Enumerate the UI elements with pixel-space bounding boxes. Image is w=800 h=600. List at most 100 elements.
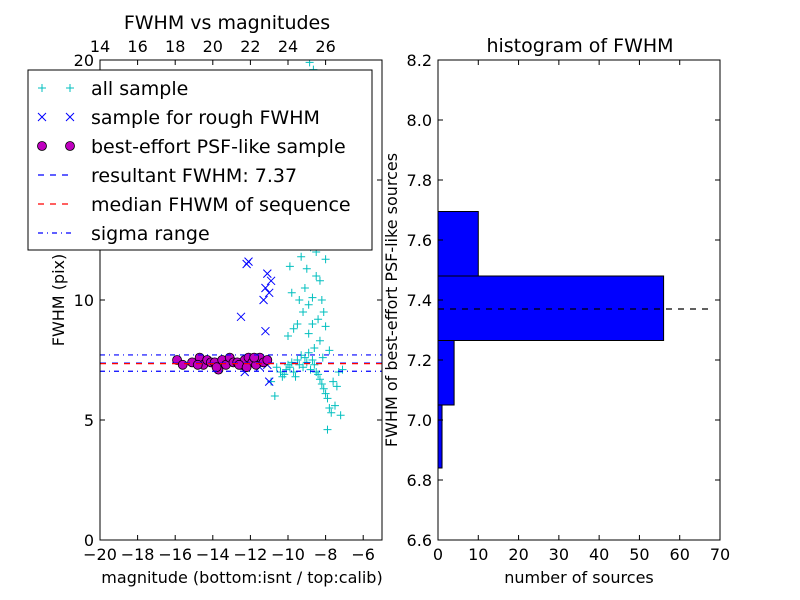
legend: all sample sample for rough FWHM best-effo… [27,69,373,251]
series-0-point-35 [329,377,338,386]
series-0-point-43 [308,293,317,302]
top-tick-label-4: 22 [240,37,260,56]
series-0-point-27 [321,389,330,398]
legend-entry-2: best-effort PSF-like sample [37,136,346,158]
series-0-point-23 [314,370,323,379]
hist-x-tick-label-3: 30 [549,545,569,564]
series-0-point-50 [321,255,330,264]
series-0-point-30 [327,408,336,417]
series-0-point-9 [287,358,296,367]
y-tick-label-0: 0 [84,531,94,550]
legend-label-0: all sample [91,78,188,100]
x-tick-label-1: −18 [121,545,155,564]
series-0-point-7 [267,377,276,386]
series-0-point-41 [304,300,313,309]
hist-x-tick-label-7: 70 [710,545,730,564]
scatter-ylabel: FWHM (pix) [49,254,68,347]
hist-y-tick-label-0: 6.6 [407,531,432,550]
legend-1-point-a [37,112,47,122]
scatter-ticks: −20−18−16−14−12−10−8−6051015201416182022… [74,37,382,564]
top-tick-label-2: 18 [165,37,185,56]
series-circle [172,352,273,375]
histogram-panel: 0 10 20 30 40 50 60 70 6.6 6.8 7.0 7.2 7.4 7.6 7.8 8.0 8… [382,35,730,587]
series-0-point-26 [319,384,328,393]
histogram-ticks: 0 10 20 30 40 50 60 70 6.6 6.8 7.0 7.2 7.4 7.6 7.8 8.0 8… [407,51,731,564]
series-0-point-8 [285,363,294,372]
series-0-point-33 [336,411,345,420]
histogram-ylabel: FWHM of best-effort PSF-like sources [382,153,401,447]
y-tick-label-1: 5 [84,411,94,430]
hist-x-tick-label-4: 40 [589,545,609,564]
series-0-point-55 [289,324,298,333]
series-0-point-71 [310,344,319,352]
series-0-point-74 [325,346,334,355]
series-1-point-5 [264,288,274,298]
series-0-point-32 [331,401,339,410]
legend-2-point-a [37,141,47,151]
histogram-bar-0 [437,404,443,469]
series-0-point-52 [297,252,306,261]
series-0-point-75 [318,353,327,362]
x-tick-label-6: −8 [314,545,338,564]
hist-y-tick-label-7: 8.0 [407,111,432,130]
hist-y-tick-label-4: 7.4 [407,291,432,310]
series-1-point-4 [261,283,270,293]
series-0-point-47 [315,276,324,285]
top-tick-label-6: 26 [315,37,335,56]
series-0-point-73 [321,322,330,331]
legend-0-point-a [38,84,46,92]
series-1-point-3 [262,269,272,278]
x-tick-label-0: −20 [83,545,117,564]
scatter-panel: −20−18−16−14−12−10−8−6051015201416182022… [27,12,383,587]
series-0-point-38 [299,308,308,316]
legend-label-4: median FHWM of sequence [91,194,351,216]
series-1-point-8 [261,326,270,336]
series-0-point-24 [315,375,324,384]
top-tick-label-1: 16 [127,37,147,56]
histogram-bar-1 [437,340,455,406]
series-0-point-70 [304,329,313,338]
hist-x-tick-label-1: 10 [468,545,488,564]
histogram-xlabel: number of sources [504,568,654,587]
hist-x-tick-label-5: 50 [629,545,649,564]
legend-label-2: best-effort PSF-like sample [91,136,346,158]
hist-y-tick-label-8: 8.2 [407,51,432,70]
series-0-point-29 [325,404,334,412]
x-tick-label-7: −6 [351,545,375,564]
series-1-point-10 [264,377,274,386]
hist-x-tick-label-0: 0 [433,545,443,564]
hist-y-tick-label-3: 7.2 [407,351,432,370]
top-tick-label-0: 14 [90,37,110,56]
series-0-point-58 [284,332,292,340]
series-1-point-2 [236,312,246,322]
hist-y-tick-label-5: 7.6 [407,231,432,250]
hist-x-tick-label-2: 20 [508,545,528,564]
series-0-point-31 [323,425,332,434]
legend-0-point-b [66,84,74,92]
series-0-point-53 [293,320,302,328]
top-tick-label-5: 24 [278,37,298,56]
series-0-point-34 [332,382,341,391]
legend-2-point-b [65,141,75,151]
legend-entry-4: median FHWM of sequence [38,194,351,216]
series-0-point-76 [308,320,317,328]
series-0-point-37 [338,365,347,374]
series-0-point-49 [319,308,328,316]
histogram-title: histogram of FWHM [486,35,673,57]
hist-y-tick-label-2: 7.0 [407,411,432,430]
series-0-point-21 [310,360,319,369]
series-0-point-18 [304,348,313,357]
x-tick-label-2: −16 [158,545,192,564]
series-0-point-25 [317,380,326,388]
series-2-point-21 [262,355,273,365]
series-0-point-6 [270,392,279,400]
legend-label-1: sample for rough FWHM [91,107,320,129]
series-0-point-11 [291,372,300,381]
series-0-point-46 [314,315,323,324]
series-0-point-51 [295,296,304,304]
series-0-point-19 [306,365,315,374]
series-0-point-0 [272,363,281,372]
legend-label-3: resultant FWHM: 7.37 [91,165,297,187]
histogram-bar-2 [437,275,665,341]
